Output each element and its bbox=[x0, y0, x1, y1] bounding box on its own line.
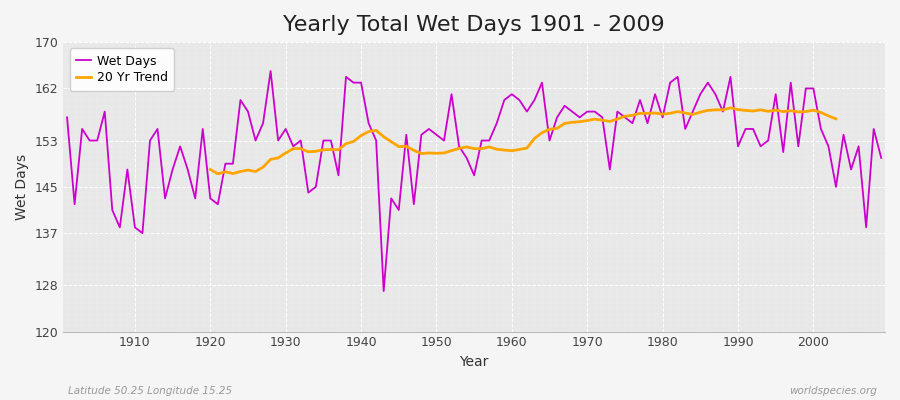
20 Yr Trend bbox=[831, 116, 842, 121]
20 Yr Trend bbox=[521, 146, 532, 150]
Wet Days bbox=[122, 167, 133, 172]
20 Yr Trend bbox=[717, 108, 728, 112]
Wet Days bbox=[521, 109, 532, 114]
Wet Days bbox=[514, 98, 525, 102]
Wet Days bbox=[266, 69, 276, 74]
20 Yr Trend bbox=[212, 172, 223, 176]
Y-axis label: Wet Days: Wet Days bbox=[15, 154, 29, 220]
Legend: Wet Days, 20 Yr Trend: Wet Days, 20 Yr Trend bbox=[69, 48, 175, 91]
Text: worldspecies.org: worldspecies.org bbox=[789, 386, 877, 396]
Line: Wet Days: Wet Days bbox=[68, 71, 881, 291]
X-axis label: Year: Year bbox=[460, 355, 489, 369]
20 Yr Trend bbox=[205, 167, 216, 172]
Wet Days bbox=[876, 156, 886, 160]
Wet Days bbox=[378, 289, 389, 294]
Wet Days bbox=[62, 115, 73, 120]
20 Yr Trend bbox=[250, 169, 261, 174]
Text: Latitude 50.25 Longitude 15.25: Latitude 50.25 Longitude 15.25 bbox=[68, 386, 231, 396]
20 Yr Trend bbox=[220, 169, 230, 174]
Wet Days bbox=[295, 138, 306, 143]
Wet Days bbox=[612, 109, 623, 114]
20 Yr Trend bbox=[725, 106, 736, 110]
20 Yr Trend bbox=[688, 112, 698, 117]
Title: Yearly Total Wet Days 1901 - 2009: Yearly Total Wet Days 1901 - 2009 bbox=[284, 15, 665, 35]
20 Yr Trend bbox=[491, 147, 502, 152]
Line: 20 Yr Trend: 20 Yr Trend bbox=[211, 108, 836, 174]
Wet Days bbox=[340, 74, 351, 79]
